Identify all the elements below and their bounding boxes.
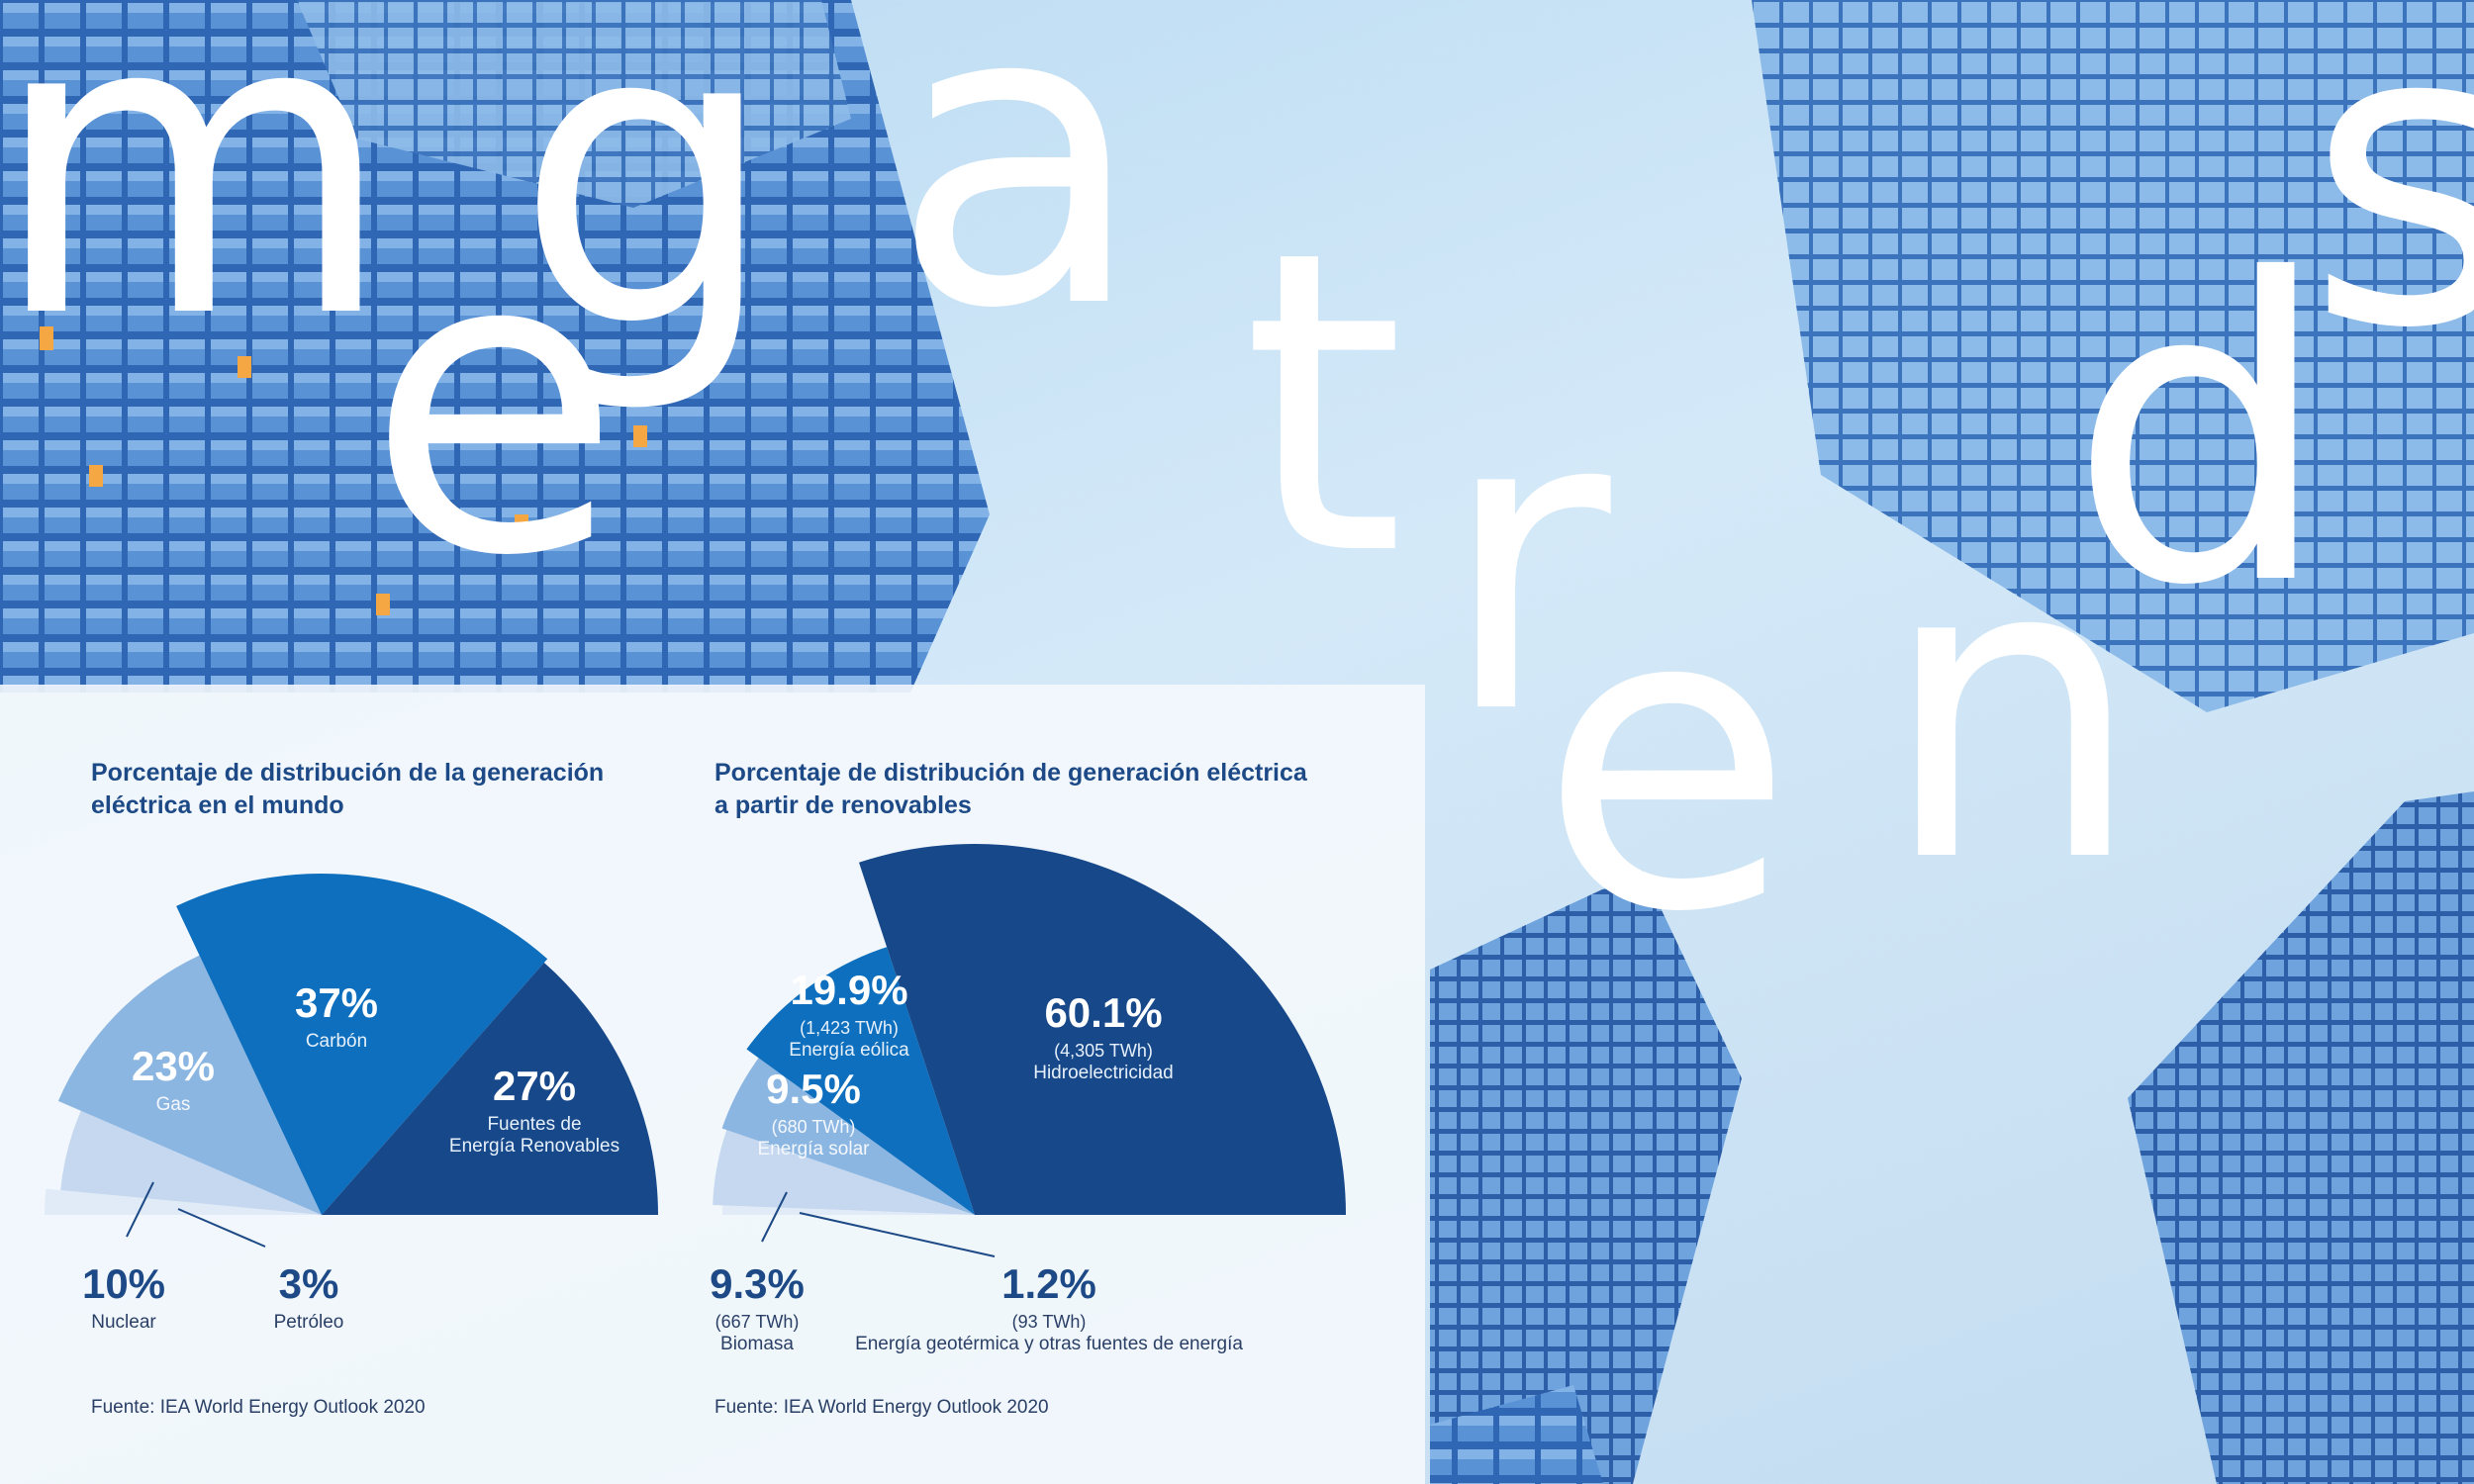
- value-gas: 23%: [132, 1043, 215, 1089]
- headline-letter-s: s: [2306, 0, 2474, 419]
- value-fuentes-de-energia-renovables: 27%: [493, 1063, 576, 1109]
- slice-energia-eolica: [746, 947, 975, 1215]
- value-energia-geotermica-y-otras-fuentes-de-energia: 1.2%: [1001, 1260, 1096, 1307]
- source-right: Fuente: IEA World Energy Outlook 2020: [714, 1397, 1049, 1418]
- leader-line-biomasa: [761, 1191, 788, 1243]
- label-energia-geotermica-y-otras-fuentes-de-energia: Energía geotérmica y otras fuentes de en…: [855, 1334, 1243, 1354]
- chart-title-left: Porcentaje de distribución de la generac…: [91, 759, 605, 819]
- slice-biomasa: [713, 1130, 975, 1215]
- value-energia-solar: 9.5%: [766, 1066, 861, 1112]
- building-right-lower: [2128, 791, 2474, 1484]
- headline-letter-e2: e: [1539, 519, 1795, 1003]
- label-energia-eolica: Energía eólica: [789, 1040, 909, 1061]
- building-top-left-upper: [297, 0, 851, 208]
- headline-letter-d: d: [2068, 193, 2332, 677]
- headline-letter-n: n: [1880, 470, 2144, 954]
- building-top-left: [0, 0, 990, 693]
- leader-line-petroleo: [177, 1208, 266, 1248]
- headline-letter-m: m: [0, 0, 396, 410]
- twh-energia-eolica: (1,423 TWh): [800, 1018, 899, 1038]
- label-fuentes-de-energia-renovables: Fuentes de: [487, 1114, 581, 1135]
- label-petroleo: Petróleo: [274, 1312, 344, 1333]
- slice-petroleo: [45, 1188, 322, 1215]
- value-nuclear: 10%: [82, 1260, 165, 1307]
- leader-line-nuclear: [126, 1181, 154, 1238]
- headline-letter-a: a: [891, 0, 1146, 400]
- source-left: Fuente: IEA World Energy Outlook 2020: [91, 1397, 426, 1418]
- value-energia-eolica: 19.9%: [790, 967, 907, 1013]
- twh-biomasa: (667 TWh): [715, 1312, 800, 1332]
- headline-letter-t: t: [1242, 163, 1405, 647]
- leader-line-energia-geotermica-y-otras-fuentes-de-energia: [799, 1212, 996, 1257]
- chart-title-right: Porcentaje de distribución de generación…: [714, 759, 1307, 819]
- value-petroleo: 3%: [279, 1260, 339, 1307]
- headline-letter-g: g: [515, 0, 779, 419]
- twh-energia-geotermica-y-otras-fuentes-de-energia: (93 TWh): [1012, 1312, 1087, 1332]
- slice-carbon: [176, 874, 548, 1215]
- slice-gas: [57, 955, 322, 1215]
- twh-energia-solar: (680 TWh): [772, 1117, 856, 1137]
- label-carbon: Carbón: [306, 1031, 367, 1052]
- headline-letter-r: r: [1440, 322, 1611, 805]
- slice-nuclear: [60, 1110, 322, 1215]
- label-gas: Gas: [156, 1094, 191, 1115]
- slice-energia-solar: [721, 1058, 975, 1215]
- label-nuclear: Nuclear: [91, 1312, 156, 1333]
- value-hidroelectricidad: 60.1%: [1044, 989, 1162, 1036]
- slice-hidroelectricidad: [858, 844, 1346, 1215]
- building-bottom-center: [1430, 871, 1742, 1484]
- value-biomasa: 9.3%: [710, 1260, 805, 1307]
- label-fuentes-de-energia-renovables-1: Energía Renovables: [449, 1136, 619, 1157]
- label-biomasa: Biomasa: [720, 1334, 794, 1354]
- label-energia-solar: Energía solar: [757, 1139, 870, 1159]
- value-carbon: 37%: [295, 979, 378, 1026]
- twh-hidroelectricidad: (4,305 TWh): [1054, 1041, 1153, 1061]
- slice-fuentes-de-energia-renovables: [322, 962, 658, 1215]
- building-top-right: [1752, 0, 2474, 712]
- building-bottom-corner: [1430, 1385, 1603, 1484]
- label-hidroelectricidad: Hidroelectricidad: [1033, 1063, 1174, 1083]
- headline-letter-e: e: [366, 163, 622, 647]
- slice-energia-geotermica-y-otras-fuentes-de-energia: [722, 1205, 975, 1215]
